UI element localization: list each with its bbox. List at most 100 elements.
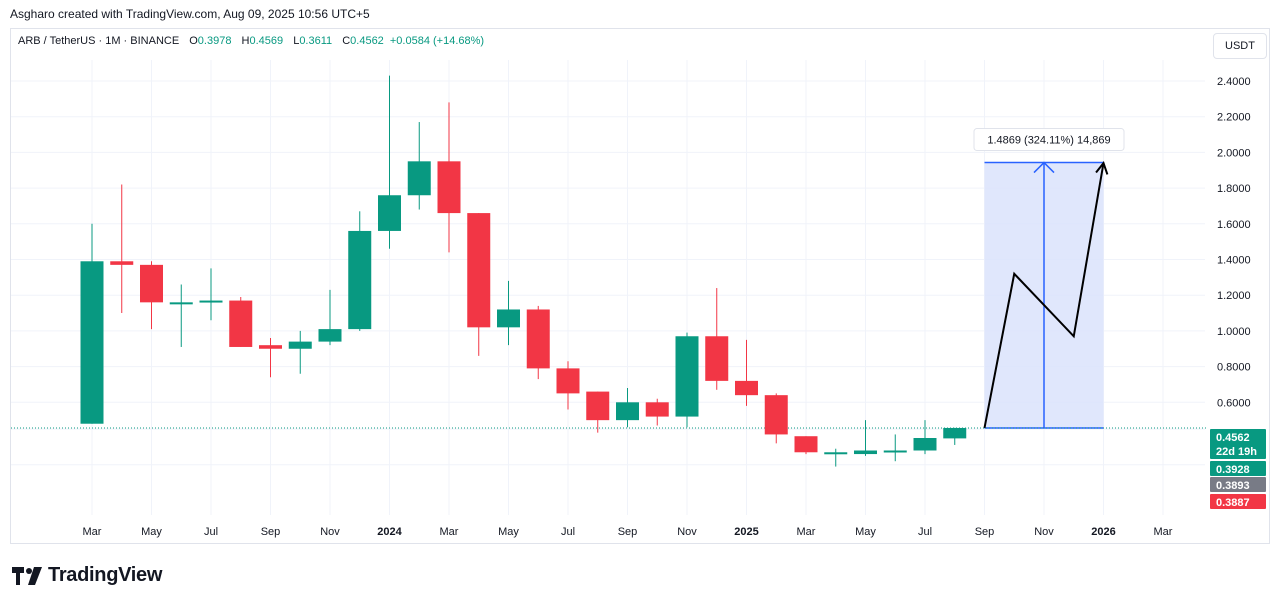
y-tick-label: 1.2000 bbox=[1217, 290, 1251, 302]
candle bbox=[497, 280, 520, 346]
candle bbox=[407, 122, 431, 210]
candle-body bbox=[735, 380, 758, 396]
candle-body bbox=[140, 264, 163, 303]
candle-body bbox=[169, 302, 193, 305]
tradingview-logo[interactable]: TradingView bbox=[12, 564, 162, 587]
x-tick-label: 2025 bbox=[734, 526, 758, 538]
candle bbox=[259, 338, 282, 378]
y-tick-label: 1.8000 bbox=[1217, 183, 1251, 195]
x-tick-label: May bbox=[141, 526, 162, 538]
candle bbox=[854, 420, 877, 456]
candle-body bbox=[437, 161, 461, 214]
price-tag-bg bbox=[1210, 429, 1266, 459]
price-tag-text: 0.3893 bbox=[1216, 480, 1250, 492]
y-tick-label: 1.4000 bbox=[1217, 255, 1251, 267]
x-tick-label: Jul bbox=[561, 526, 575, 538]
x-tick-label: Mar bbox=[797, 526, 816, 538]
candle bbox=[199, 268, 223, 321]
x-tick-label: 2024 bbox=[377, 526, 402, 538]
x-axis: Mar May Jul Sep Nov 2024 Mar May Jul Sep Nov 2025 Ma… bbox=[83, 526, 1173, 538]
y-axis: 2.4000 2.2000 2.0000 1.8000 1.6000 1.4000 1.20… bbox=[1217, 76, 1251, 409]
open-label: O bbox=[189, 35, 198, 47]
candle bbox=[675, 332, 699, 428]
candle-body bbox=[318, 329, 342, 342]
price-tag-text: 0.3928 bbox=[1216, 464, 1250, 476]
x-tick-label: May bbox=[498, 526, 519, 538]
change-value: +0.0584 (+14.68%) bbox=[389, 35, 485, 47]
projection-path bbox=[983, 162, 1105, 429]
y-tick-label: 1.0000 bbox=[1217, 326, 1251, 338]
candle-body bbox=[854, 450, 877, 455]
price-tag-text: 0.4562 bbox=[1216, 432, 1250, 444]
y-tick-label: 0.8000 bbox=[1217, 362, 1251, 374]
chart-frame bbox=[10, 28, 1270, 544]
candle bbox=[229, 296, 253, 347]
x-tick-label: Mar bbox=[440, 526, 459, 538]
candle-body bbox=[110, 261, 134, 265]
candle-body bbox=[616, 402, 639, 421]
projection-arrow-head bbox=[1033, 161, 1055, 174]
candle-body bbox=[824, 452, 848, 455]
low-label: L bbox=[293, 35, 300, 47]
candle bbox=[556, 361, 580, 410]
x-tick-label: Nov bbox=[320, 526, 340, 538]
price-tag-text: 22d 19h bbox=[1216, 446, 1257, 458]
candle bbox=[616, 388, 639, 428]
price-tag: 0.4562 22d 19h bbox=[1210, 429, 1266, 459]
price-tag-bg bbox=[1210, 477, 1266, 492]
candle-body bbox=[497, 309, 520, 328]
x-tick-label: Sep bbox=[618, 526, 638, 538]
price-tag: 0.3893 bbox=[1210, 477, 1266, 492]
projection-drawing: 1.4869 (324.11%) 14,869 bbox=[973, 128, 1125, 429]
open-value: 0.3978 bbox=[197, 35, 232, 47]
candle bbox=[378, 75, 401, 249]
y-tick-label: 0.6000 bbox=[1217, 397, 1251, 409]
symbol-name[interactable]: ARB / TetherUS · 1M · BINANCE bbox=[18, 35, 180, 47]
candle bbox=[288, 330, 312, 374]
candle-body bbox=[80, 261, 104, 424]
candle-body bbox=[556, 368, 580, 394]
y-tick-label: 2.0000 bbox=[1217, 147, 1251, 159]
tradingview-logo-icon bbox=[12, 566, 42, 585]
candle bbox=[794, 436, 818, 455]
candle bbox=[824, 448, 848, 467]
price-tag: 0.3928 bbox=[1210, 461, 1266, 476]
candle bbox=[913, 420, 937, 455]
candle-body bbox=[943, 427, 967, 439]
price-tag-bg bbox=[1210, 461, 1266, 476]
y-tick-label: 2.2000 bbox=[1217, 112, 1251, 124]
candle bbox=[883, 434, 907, 462]
projection-label: 1.4869 (324.11%) 14,869 bbox=[987, 135, 1110, 147]
candle-body bbox=[526, 309, 550, 369]
candle bbox=[943, 427, 967, 445]
candle bbox=[110, 184, 134, 314]
candle-body bbox=[764, 395, 788, 435]
attribution-text: Asgharo created with TradingView.com, Au… bbox=[10, 7, 370, 21]
candle-body bbox=[645, 402, 669, 417]
candle-body bbox=[199, 300, 223, 303]
symbol-legend[interactable]: ARB / TetherUS · 1M · BINANCE O0.3978 H0… bbox=[18, 35, 484, 47]
close-value: 0.4562 bbox=[350, 35, 384, 47]
candle-body bbox=[883, 450, 907, 453]
candle bbox=[318, 289, 342, 346]
low-value: 0.3611 bbox=[299, 35, 333, 47]
price-tags: 0.4562 22d 19h 0.3928 0.3893 0.3887 bbox=[1210, 429, 1266, 509]
price-tag-text: 0.3887 bbox=[1216, 497, 1250, 509]
candle-body bbox=[586, 391, 610, 421]
logo-text: TradingView bbox=[48, 564, 163, 586]
y-tick-label: 2.4000 bbox=[1217, 76, 1251, 88]
candle bbox=[140, 261, 163, 330]
currency-button[interactable]: USDT bbox=[1213, 33, 1267, 59]
x-tick-label: Mar bbox=[83, 526, 102, 538]
high-value: 0.4569 bbox=[249, 35, 284, 47]
candle-body bbox=[348, 230, 372, 330]
candle-body bbox=[675, 336, 699, 417]
x-tick-label: May bbox=[855, 526, 876, 538]
candle bbox=[526, 305, 550, 380]
x-tick-label: Mar bbox=[1154, 526, 1173, 538]
candle bbox=[437, 102, 461, 253]
candle bbox=[705, 288, 729, 390]
candle-body bbox=[467, 213, 491, 328]
x-tick-label: Jul bbox=[204, 526, 218, 538]
